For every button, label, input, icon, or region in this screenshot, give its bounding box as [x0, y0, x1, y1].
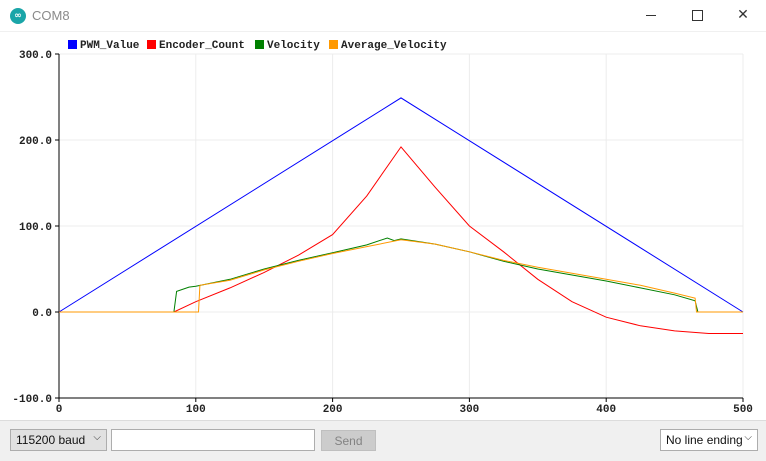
y-tick-label: -100.0 — [12, 394, 52, 406]
maximize-icon — [691, 9, 703, 21]
serial-plotter-chart: 300.0 200.0 100.0 0.0 -100.0 0 100 200 300 400 500… — [12, 40, 753, 416]
series-line-encoder-count — [59, 146, 743, 334]
title-bar: ∞ COM8 ✕ — [0, 0, 766, 32]
y-tick-label: 0.0 — [32, 308, 52, 320]
close-button[interactable]: ✕ — [720, 0, 766, 31]
legend-swatch — [68, 40, 77, 49]
x-tick-label: 300 — [459, 404, 479, 416]
minimize-icon — [646, 14, 656, 16]
legend-swatch — [147, 40, 156, 49]
legend-label: Average_Velocity — [341, 40, 447, 52]
legend-swatch — [255, 40, 264, 49]
chevron-down-icon: ⌵ — [744, 432, 752, 443]
x-tick-label: 0 — [56, 404, 63, 416]
legend-label: Velocity — [267, 40, 320, 52]
baud-rate-select[interactable]: 115200 baud ⌵ — [10, 429, 107, 451]
minimize-button[interactable] — [628, 0, 674, 31]
series-line-pwm-value — [58, 97, 744, 313]
y-tick-label: 300.0 — [19, 50, 52, 62]
legend-label: Encoder_Count — [159, 40, 245, 52]
maximize-button[interactable] — [674, 0, 720, 31]
x-tick-label: 400 — [596, 404, 616, 416]
y-tick-label: 200.0 — [19, 136, 52, 148]
legend-swatch — [329, 40, 338, 49]
send-input[interactable] — [111, 429, 315, 451]
x-tick-label: 200 — [323, 404, 343, 416]
baud-rate-label: 115200 baud — [16, 433, 86, 447]
series-layer — [58, 97, 744, 334]
series-line-velocity — [59, 237, 743, 313]
plot-grid — [58, 53, 744, 399]
series-line-average-velocity — [59, 239, 743, 313]
line-ending-label: No line ending — [666, 433, 743, 447]
legend: PWM_Value Encoder_Count Velocity Average_Ve… — [68, 40, 447, 52]
plot-axes: 300.0 200.0 100.0 0.0 -100.0 0 100 200 300 400 500 — [12, 50, 753, 416]
bottom-toolbar: 115200 baud ⌵ Send No line ending ⌵ — [0, 420, 766, 461]
close-icon: ✕ — [737, 7, 749, 23]
x-tick-label: 500 — [733, 404, 753, 416]
arduino-icon: ∞ — [10, 8, 26, 24]
line-ending-select[interactable]: No line ending ⌵ — [660, 429, 758, 451]
x-tick-label: 100 — [186, 404, 206, 416]
send-button[interactable]: Send — [321, 430, 376, 451]
legend-label: PWM_Value — [80, 40, 140, 52]
chevron-down-icon: ⌵ — [93, 432, 101, 443]
y-tick-label: 100.0 — [19, 222, 52, 234]
window-title: COM8 — [32, 8, 70, 23]
